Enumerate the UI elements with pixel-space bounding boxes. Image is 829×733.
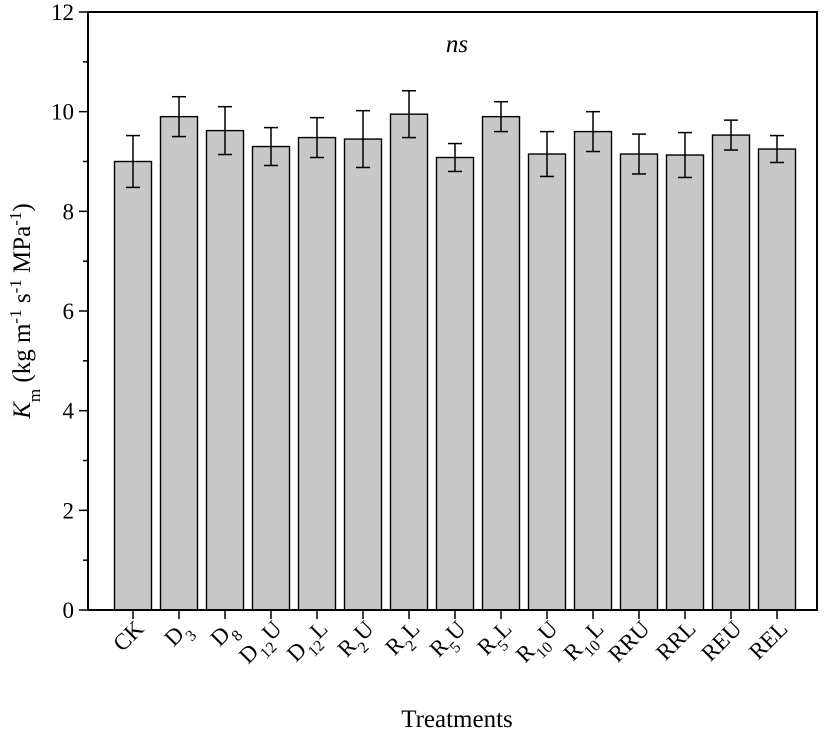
- bar-6: [389, 113, 429, 611]
- error-bar-7: [448, 142, 462, 173]
- bar-13: [711, 134, 751, 611]
- error-bar-1: [172, 95, 186, 138]
- error-bar-8: [494, 100, 508, 133]
- bar-8: [481, 115, 521, 611]
- bar-10: [573, 130, 613, 611]
- error-bar-3: [264, 126, 278, 167]
- bar-7: [435, 156, 475, 611]
- bar-1: [159, 115, 199, 611]
- error-bar-13: [724, 119, 738, 151]
- axes-layer: [79, 11, 818, 619]
- error-bar-10: [586, 110, 600, 153]
- bar-3: [251, 145, 291, 611]
- error-bar-11: [632, 133, 646, 175]
- bar-2: [205, 129, 245, 611]
- error-bar-2: [218, 105, 232, 156]
- error-bar-4: [310, 116, 324, 159]
- x-tick-label: CK: [108, 616, 149, 657]
- significance-annotation: ns: [446, 31, 468, 58]
- bar-12: [665, 154, 705, 611]
- x-tick-label: R2L: [380, 616, 429, 665]
- y-tick-label: 4: [63, 399, 75, 424]
- x-tick-label: D3: [159, 616, 199, 656]
- x-tick-label: REU: [696, 616, 746, 666]
- error-bar-9: [540, 130, 554, 178]
- y-tick-label: 6: [63, 299, 75, 324]
- x-tick-label: D12L: [282, 616, 338, 672]
- x-tick-label: R2U: [333, 616, 385, 668]
- error-bar-5: [356, 109, 370, 169]
- error-bars-layer: [126, 89, 784, 189]
- bars-layer: [113, 113, 797, 611]
- error-bar-0: [126, 134, 140, 189]
- x-tick-label: R10U: [511, 616, 568, 673]
- error-bar-14: [770, 134, 784, 164]
- bar-4: [297, 136, 337, 611]
- bar-0: [113, 160, 153, 611]
- y-tick-label: 10: [51, 100, 74, 125]
- bar-5: [343, 138, 383, 611]
- bar-14: [757, 148, 797, 611]
- x-tick-label: R5L: [472, 616, 521, 665]
- bar-9: [527, 153, 567, 611]
- x-tick-label: RRU: [603, 616, 654, 667]
- x-axis-title: Treatments: [401, 706, 513, 733]
- bar-11: [619, 153, 659, 611]
- x-tick-label: REL: [744, 616, 792, 664]
- y-tick-label: 12: [51, 0, 74, 25]
- error-bar-6: [402, 89, 416, 139]
- y-tick-label: 0: [63, 598, 75, 623]
- y-tick-label: 2: [63, 498, 75, 523]
- y-tick-label: 8: [63, 199, 75, 224]
- x-tick-label: RRL: [651, 616, 700, 665]
- x-tick-label: D12U: [234, 616, 292, 674]
- y-axis-title: Km (kg m-1 s-1 MPa-1): [6, 203, 44, 420]
- error-bar-12: [678, 131, 692, 179]
- x-tick-label: R5U: [425, 616, 477, 668]
- x-tick-label: R10L: [559, 616, 614, 671]
